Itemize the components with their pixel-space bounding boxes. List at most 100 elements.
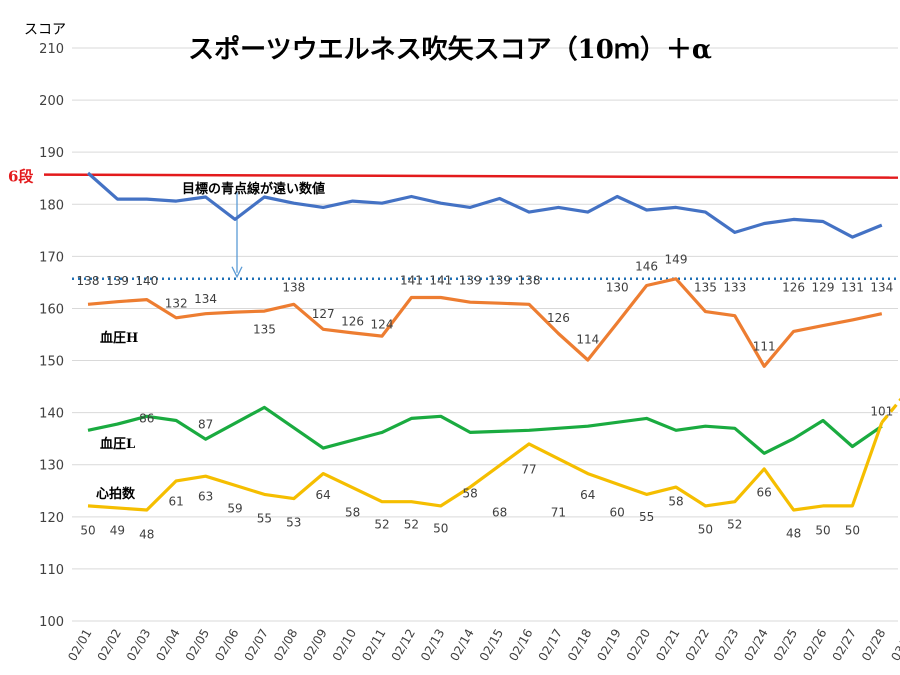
series-label: 心拍数 <box>96 486 136 502</box>
data-label: 146 <box>635 260 658 274</box>
y-tick-label: 180 <box>39 198 64 213</box>
x-tick-label: 02/17 <box>536 627 565 664</box>
x-tick-label: 02/02 <box>95 627 124 664</box>
x-tick-label: 02/05 <box>183 627 212 664</box>
x-tick-label: 02/26 <box>800 627 829 664</box>
x-tick-label: 02/07 <box>242 627 271 664</box>
y-tick-label: 150 <box>39 355 64 370</box>
x-tick-label: 02/14 <box>447 627 476 664</box>
y-tick-label: 210 <box>39 42 64 57</box>
data-label: 149 <box>665 253 688 267</box>
data-label: 64 <box>316 488 331 502</box>
data-label: 49 <box>110 524 125 538</box>
series-line <box>86 171 883 239</box>
annotation-text: 目標の青点線が遠い数値 <box>182 181 325 197</box>
data-label: 52 <box>727 518 742 532</box>
data-label: 60 <box>610 506 625 520</box>
data-label: 52 <box>374 518 389 532</box>
x-tick-label: 02/16 <box>506 627 535 664</box>
data-label: 140 <box>135 274 158 288</box>
data-label: 114 <box>576 333 599 347</box>
x-tick-label: 02/20 <box>624 627 653 664</box>
data-label: 141 <box>400 273 423 287</box>
data-label: 129 <box>812 281 835 295</box>
data-label: 50 <box>698 523 713 537</box>
data-label: 135 <box>253 323 276 337</box>
x-tick-label: 02/10 <box>330 627 359 664</box>
x-tick-label: 02/23 <box>712 627 741 664</box>
series-line <box>87 277 883 368</box>
x-tick-label: 02/06 <box>212 627 241 664</box>
x-tick-label: 02/21 <box>653 627 682 664</box>
data-label: 48 <box>139 528 154 542</box>
data-label: 66 <box>757 485 772 499</box>
x-tick-label: 02/03 <box>124 627 153 664</box>
x-tick-label: 02/11 <box>359 627 388 664</box>
data-label: 131 <box>841 281 864 295</box>
y-tick-label: 110 <box>39 563 64 578</box>
data-label: 139 <box>106 274 129 288</box>
y-tick-label: 140 <box>39 407 64 422</box>
data-label: 52 <box>404 518 419 532</box>
x-tick-label: 02/09 <box>300 627 329 664</box>
x-tick-label: 02/27 <box>830 627 859 664</box>
data-label: 86 <box>139 412 154 426</box>
data-label: 58 <box>345 506 360 520</box>
data-label: 135 <box>694 281 717 295</box>
data-label: 58 <box>668 495 683 509</box>
y-tick-label: 170 <box>39 250 64 265</box>
data-label: 58 <box>463 487 478 501</box>
data-label: 50 <box>80 524 95 538</box>
x-tick-label: 02/19 <box>594 627 623 664</box>
y-axis-title: スコア <box>24 22 66 38</box>
data-label: 127 <box>312 307 335 321</box>
data-label: 141 <box>429 273 452 287</box>
data-label: 61 <box>169 494 184 508</box>
data-label: 138 <box>282 281 305 295</box>
x-tick-label: 02/04 <box>153 627 182 664</box>
data-label: 126 <box>547 311 570 325</box>
target-line-6dan <box>43 173 899 179</box>
y-tick-label: 200 <box>39 94 64 109</box>
data-label: 138 <box>77 274 100 288</box>
data-label: 130 <box>606 281 629 295</box>
y-tick-label: 120 <box>39 511 64 526</box>
y-tick-label: 190 <box>39 146 64 161</box>
series-label: 血圧H <box>100 330 138 346</box>
data-label: 111 <box>753 340 776 354</box>
annotation-arrowhead <box>231 266 243 279</box>
data-label: 126 <box>782 281 805 295</box>
data-label: 134 <box>194 292 217 306</box>
x-tick-label: 02/12 <box>389 627 418 664</box>
x-tick-label: 02/15 <box>477 627 506 664</box>
x-tick-label: 02/24 <box>741 627 770 664</box>
y-tick-label: 130 <box>39 459 64 474</box>
data-label: 133 <box>723 281 746 295</box>
data-label: 53 <box>286 516 301 530</box>
x-tick-label: 03/01 <box>888 627 900 664</box>
x-tick-label: 02/25 <box>771 627 800 664</box>
series-line <box>87 421 884 512</box>
target-line-label: 6段 <box>8 168 33 186</box>
y-tick-label: 160 <box>39 302 64 317</box>
series-line <box>87 405 883 455</box>
data-label: 64 <box>580 488 595 502</box>
data-label: 87 <box>198 418 213 432</box>
data-label: 59 <box>227 502 242 516</box>
chart-title: スポーツウエルネス吹矢スコア（10ｍ）＋α <box>188 34 712 65</box>
data-label: 50 <box>815 524 830 538</box>
x-tick-label: 02/22 <box>683 627 712 664</box>
data-label: 63 <box>198 490 213 504</box>
x-tick-label: 02/28 <box>859 627 888 664</box>
data-label: 50 <box>845 524 860 538</box>
data-label: 55 <box>257 512 272 526</box>
data-label: 132 <box>165 296 188 310</box>
data-label: 48 <box>786 527 801 541</box>
x-tick-label: 02/01 <box>65 627 94 664</box>
data-label: 50 <box>433 522 448 536</box>
data-label: 139 <box>459 273 482 287</box>
data-label: 138 <box>518 273 541 287</box>
data-label: 134 <box>870 281 893 295</box>
